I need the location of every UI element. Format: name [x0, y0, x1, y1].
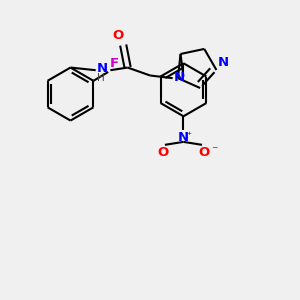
Text: H: H: [97, 74, 105, 83]
Text: F: F: [110, 58, 119, 70]
Text: N: N: [174, 71, 185, 84]
Text: N: N: [97, 62, 108, 75]
Text: N: N: [218, 56, 229, 68]
Text: $^{-}$: $^{-}$: [211, 146, 218, 155]
Text: O: O: [157, 146, 168, 159]
Text: N: N: [178, 131, 189, 144]
Text: O: O: [112, 29, 124, 42]
Text: O: O: [199, 146, 210, 159]
Text: $^{+}$: $^{+}$: [186, 130, 192, 139]
